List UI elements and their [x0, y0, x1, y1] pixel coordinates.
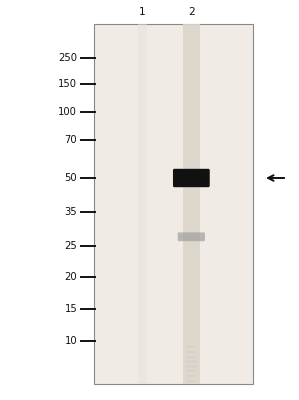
Text: 100: 100 [58, 107, 77, 117]
Text: 70: 70 [65, 135, 77, 145]
Text: 10: 10 [65, 336, 77, 346]
Text: 50: 50 [65, 173, 77, 183]
Bar [185, 360, 198, 363]
Bar [183, 24, 200, 384]
Text: 20: 20 [65, 272, 77, 282]
Bar [186, 356, 196, 358]
Text: 150: 150 [58, 79, 77, 89]
Bar [186, 375, 197, 377]
FancyBboxPatch shape [178, 232, 205, 241]
Text: 25: 25 [64, 241, 77, 251]
Bar [94, 24, 253, 384]
Text: 1: 1 [139, 7, 145, 17]
Bar [186, 351, 196, 353]
Bar [186, 365, 197, 368]
Bar [187, 380, 195, 382]
Bar [187, 370, 196, 372]
Text: 2: 2 [188, 7, 195, 17]
Text: 250: 250 [58, 53, 77, 63]
Bar [187, 346, 195, 348]
Bar [138, 24, 147, 384]
FancyBboxPatch shape [173, 169, 210, 187]
Text: 35: 35 [65, 207, 77, 217]
Text: 15: 15 [64, 304, 77, 314]
